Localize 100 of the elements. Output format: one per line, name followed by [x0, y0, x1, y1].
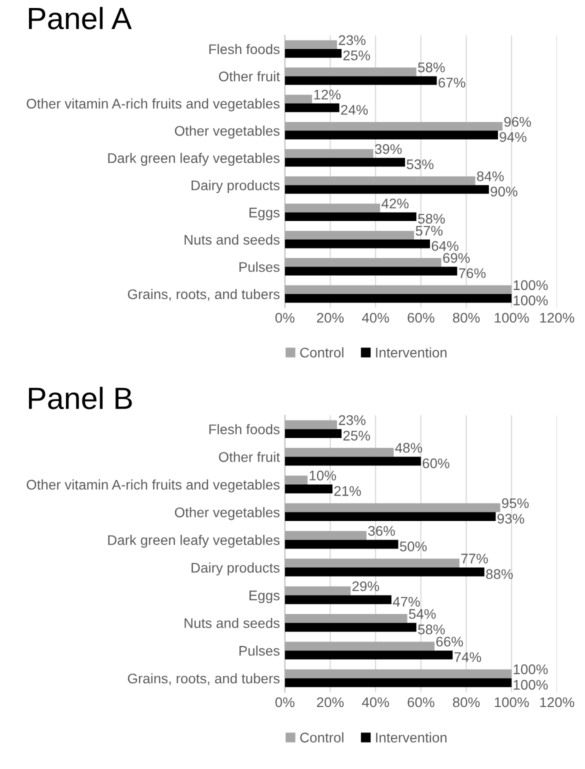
bar [284, 622, 416, 632]
bar [284, 212, 416, 222]
y-tick-label: Other vitamin A-rich fruits and vegetables [26, 98, 280, 112]
data-label: 88% [486, 569, 513, 579]
legend-label: Intervention [376, 347, 446, 358]
y-tick-label: Flesh foods [209, 424, 280, 434]
data-label: 21% [334, 486, 361, 496]
y-tick-label: Pulses [239, 262, 280, 272]
x-tick-label: 100% [494, 697, 529, 708]
bar [284, 540, 398, 549]
bar [284, 122, 503, 131]
data-label: 60% [422, 458, 450, 468]
y-tick-label: Grains, roots, and tubers [128, 673, 280, 686]
bar [284, 429, 342, 438]
data-label: 100% [514, 664, 548, 674]
bar [284, 586, 351, 596]
bar [284, 484, 332, 494]
bar [284, 678, 512, 688]
data-label: 39% [374, 144, 402, 154]
bar [284, 258, 442, 267]
y-tick-label: Eggs [250, 208, 280, 220]
legend-label: Control [300, 347, 344, 358]
bar [284, 614, 408, 623]
data-label: 48% [395, 442, 422, 453]
data-label: 95% [502, 498, 529, 508]
bar [284, 420, 338, 430]
bar [284, 240, 430, 248]
bar [284, 595, 392, 604]
y-tick-label: Grains, roots, and tubers [128, 288, 280, 301]
y-tick-label: Nuts and seeds [184, 234, 280, 245]
y-tick-label: Eggs [250, 590, 280, 604]
data-label: 58% [418, 624, 445, 634]
y-tick-label: Other vegetables [174, 507, 280, 520]
y-tick-label: Dark green leafy vegetables [108, 152, 280, 166]
bar [284, 266, 458, 276]
x-tick-label: 20% [317, 312, 344, 323]
data-label: 67% [438, 78, 466, 88]
bar [284, 476, 308, 484]
bar [284, 650, 453, 660]
data-label: 24% [341, 104, 368, 115]
data-label: 76% [459, 268, 486, 278]
data-label: 90% [490, 186, 518, 196]
data-label: 47% [392, 596, 420, 607]
data-label: 25% [343, 50, 370, 60]
data-label: 53% [406, 159, 434, 170]
y-tick-label: Dark green leafy vegetables [108, 534, 280, 548]
data-label: 66% [436, 636, 463, 647]
y-tick-label: Nuts and seeds [184, 618, 280, 628]
data-label: 54% [408, 609, 436, 619]
y-tick-label: Dairy products [192, 180, 280, 194]
data-label: 74% [454, 652, 482, 662]
bar [284, 558, 460, 568]
x-tick-label: 60% [408, 312, 434, 323]
bar [284, 448, 394, 457]
bar [284, 530, 366, 540]
data-label: 84% [477, 171, 504, 182]
x-tick-label: 100% [494, 312, 529, 323]
bar [284, 642, 435, 651]
data-label: 100% [514, 680, 548, 690]
data-label: 77% [461, 554, 488, 564]
x-tick-label: 60% [408, 697, 434, 708]
x-tick-label: 0% [275, 312, 294, 323]
bar [284, 149, 374, 158]
data-label: 12% [314, 90, 341, 100]
data-label: 57% [416, 226, 443, 236]
data-label: 25% [343, 430, 370, 441]
data-label: 93% [498, 514, 524, 524]
bar [284, 294, 512, 303]
bar [284, 67, 416, 76]
data-label: 100% [514, 280, 548, 290]
bar [284, 568, 484, 576]
chart-title: Panel A [28, 6, 132, 30]
bar [284, 185, 489, 194]
bar [284, 40, 338, 49]
bar [284, 285, 512, 294]
y-tick-label: Other fruit [218, 452, 280, 462]
bar [284, 130, 498, 140]
data-label: 23% [338, 35, 366, 46]
y-tick-label: Dairy products [192, 562, 280, 576]
bar [284, 48, 342, 58]
bar [284, 76, 437, 85]
data-label: 64% [432, 241, 458, 251]
y-tick-label: Other vitamin A-rich fruits and vegetables [26, 479, 280, 492]
data-label: 58% [418, 214, 445, 224]
x-tick-label: 40% [362, 312, 389, 323]
data-label: 36% [368, 526, 395, 536]
bar [284, 204, 380, 212]
bar [284, 230, 414, 240]
bar [284, 176, 476, 186]
x-tick-label: 120% [540, 697, 574, 708]
x-tick-label: 80% [452, 697, 480, 708]
legend-label: Intervention [376, 732, 446, 742]
bar [284, 456, 421, 466]
x-tick-label: 40% [362, 697, 389, 708]
data-label: 96% [504, 116, 531, 127]
bar [284, 158, 406, 167]
bar [284, 512, 496, 522]
data-label: 23% [338, 415, 366, 426]
bar [284, 103, 340, 112]
y-tick-label: Other vegetables [174, 126, 280, 139]
